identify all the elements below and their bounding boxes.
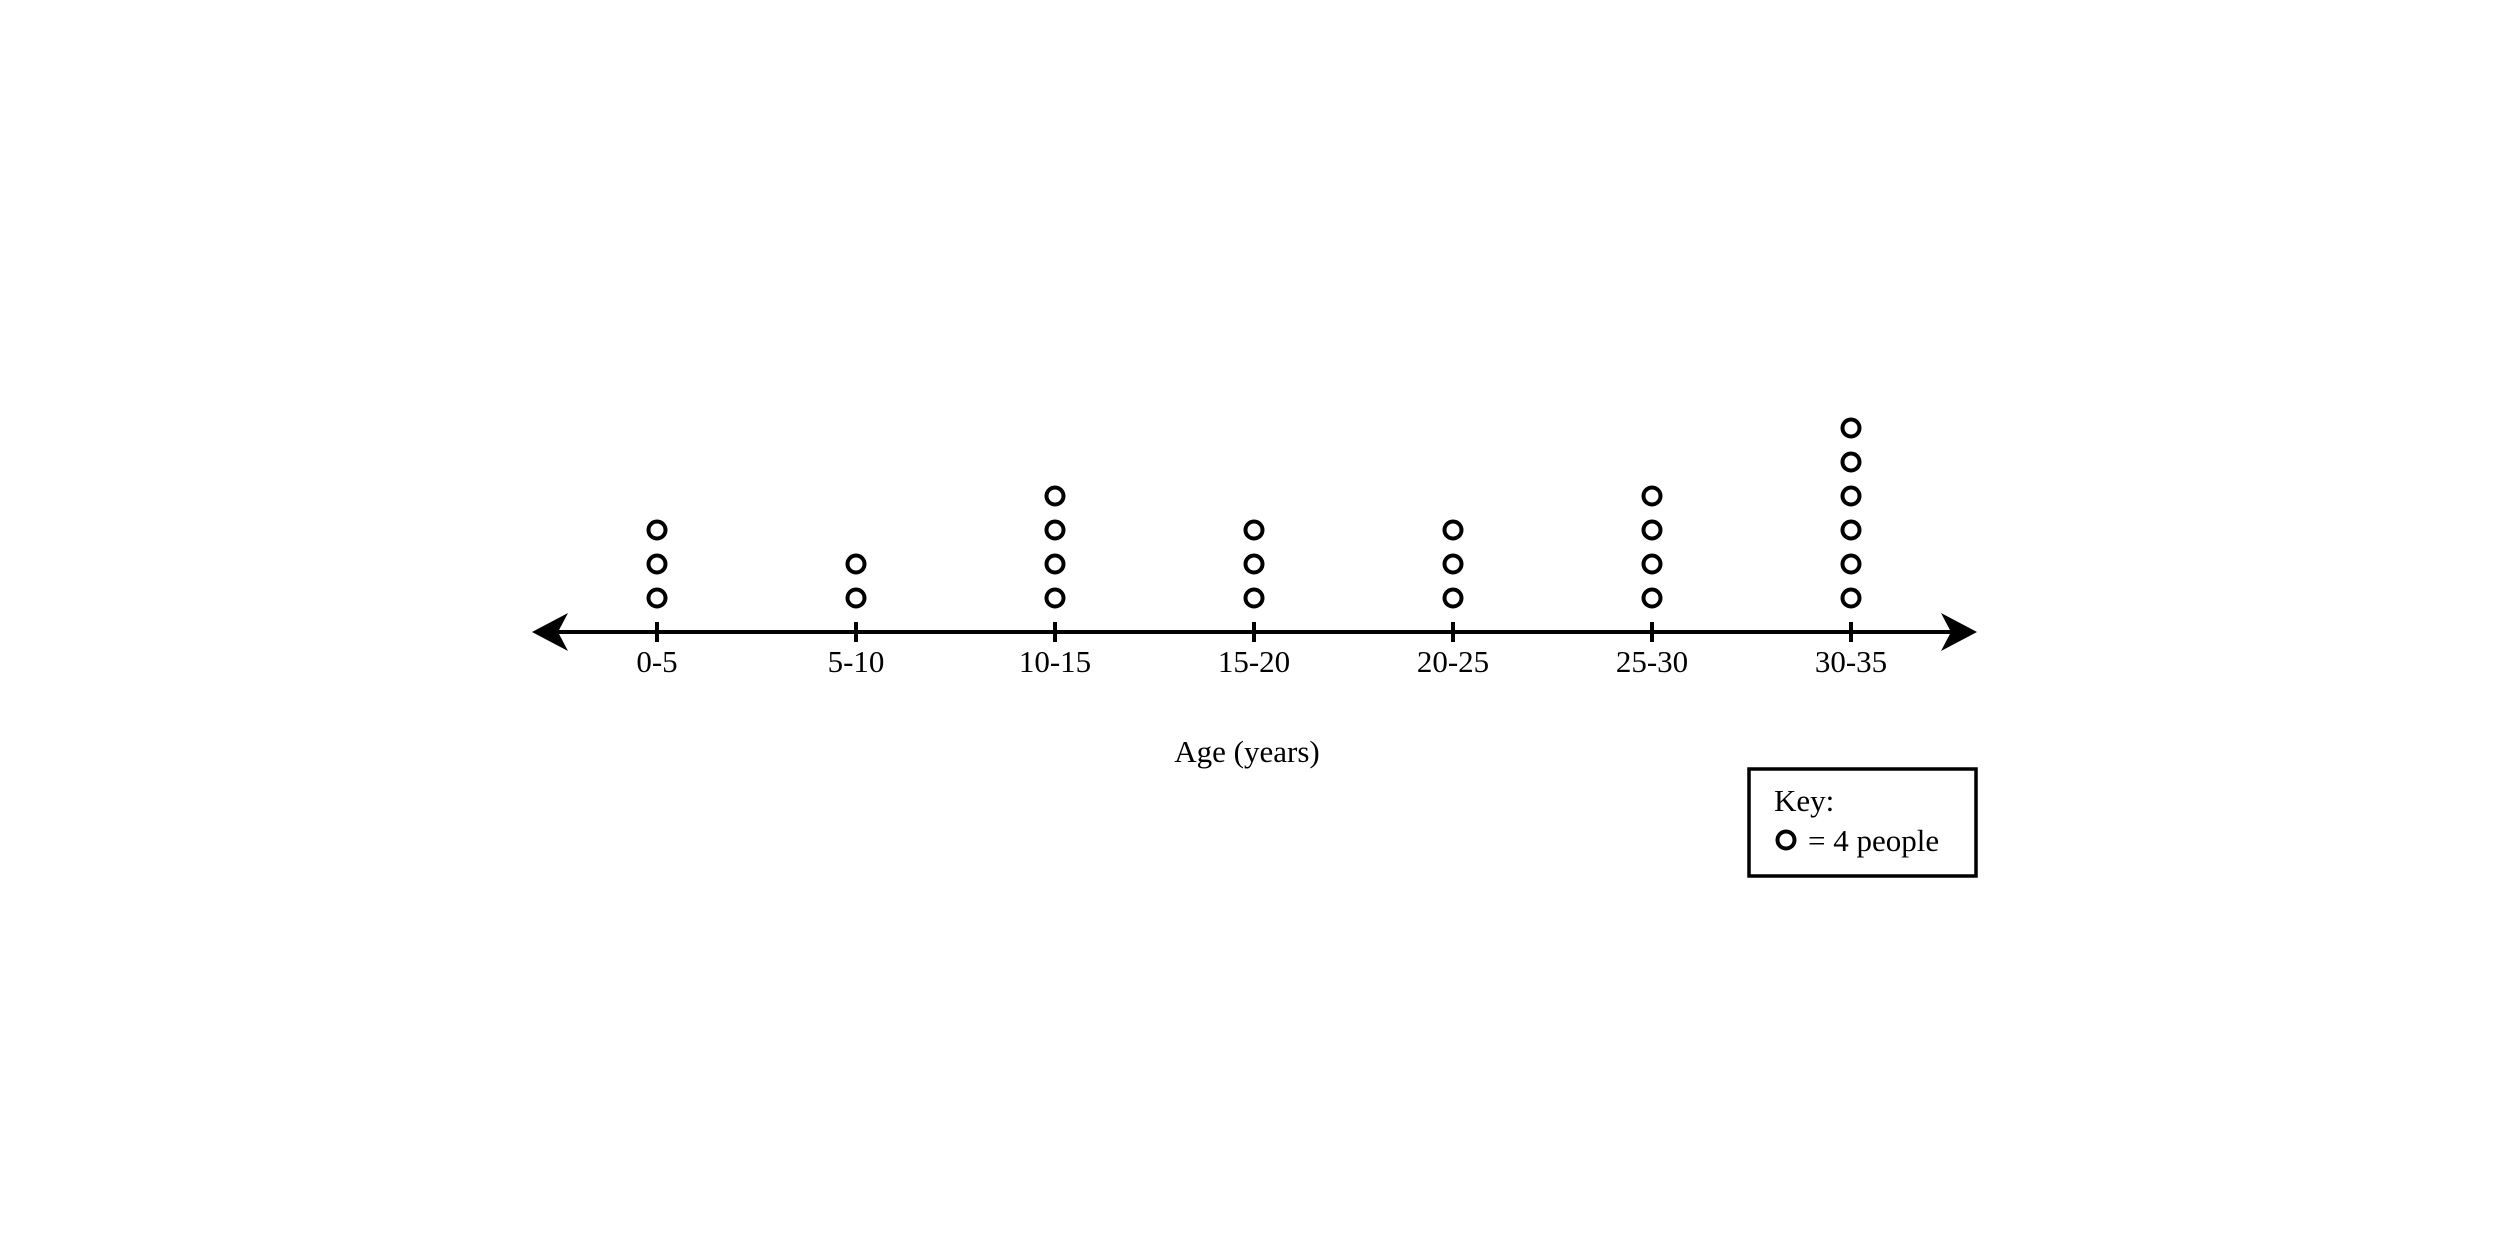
data-dot [1044, 553, 1066, 575]
right-arrowhead [1941, 613, 1977, 651]
data-dot [1243, 553, 1265, 575]
x-axis-label: Age (years) [1174, 734, 1319, 769]
key-legend: Key: = 4 people [1747, 767, 1978, 878]
data-dot [1840, 417, 1862, 439]
number-line [532, 613, 1977, 651]
dot-marks [646, 417, 1862, 609]
tick-label: 10-15 [1019, 644, 1091, 679]
data-dot [1044, 519, 1066, 541]
data-dot [1044, 587, 1066, 609]
data-dot [1840, 519, 1862, 541]
data-dot [1641, 553, 1663, 575]
data-dot [845, 553, 867, 575]
data-dot [1840, 553, 1862, 575]
tick-label: 30-35 [1815, 644, 1887, 679]
key-dot-symbol [1775, 829, 1797, 851]
data-dot [1641, 519, 1663, 541]
data-dot [1442, 587, 1464, 609]
tick-label: 25-30 [1616, 644, 1688, 679]
left-arrowhead [532, 613, 568, 651]
data-dot [1641, 485, 1663, 507]
data-dot [646, 587, 668, 609]
key-text: = 4 people [1808, 823, 1939, 858]
data-dot [1840, 485, 1862, 507]
data-dot [1641, 587, 1663, 609]
tick-label: 0-5 [636, 644, 677, 679]
tick-label: 20-25 [1417, 644, 1489, 679]
data-dot [1243, 587, 1265, 609]
data-dot [1442, 553, 1464, 575]
data-dot [1044, 485, 1066, 507]
data-dot [1243, 519, 1265, 541]
data-dot [1840, 451, 1862, 473]
key-title: Key: [1774, 783, 1834, 818]
tick-label: 15-20 [1218, 644, 1290, 679]
tick-label: 5-10 [828, 644, 885, 679]
data-dot [646, 553, 668, 575]
data-dot [845, 587, 867, 609]
key-border [1747, 767, 1978, 878]
data-dot [1840, 587, 1862, 609]
data-dot [1442, 519, 1464, 541]
data-dot [646, 519, 668, 541]
tick-labels: 0-5 5-10 10-15 15-20 20-25 25-30 30-35 [636, 644, 1887, 679]
